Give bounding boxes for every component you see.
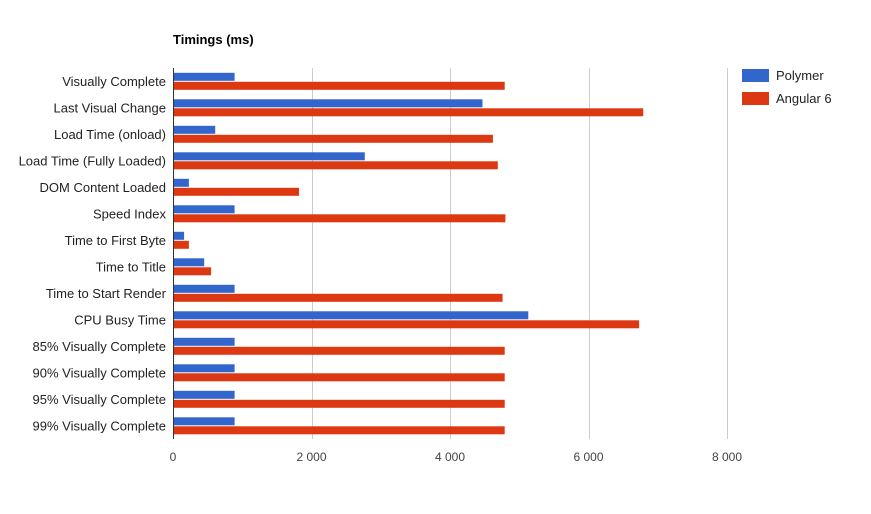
x-tick-label: 4 000 (435, 450, 465, 464)
bar-polymer (173, 152, 365, 161)
category-label: Visually Complete (62, 74, 166, 89)
legend-swatch (742, 92, 769, 105)
category-label: Load Time (onload) (54, 127, 166, 142)
category-label: 85% Visually Complete (33, 339, 166, 354)
bar-polymer (173, 125, 216, 134)
bar-angular-6 (173, 134, 493, 143)
bar-polymer (173, 311, 529, 320)
bar-polymer (173, 178, 189, 187)
legend-label: Angular 6 (776, 91, 832, 106)
bar-angular-6 (173, 426, 505, 435)
bar-angular-6 (173, 108, 644, 117)
x-tick-label: 6 000 (573, 450, 603, 464)
legend: Polymer Angular 6 (742, 68, 832, 106)
chart-title: Timings (ms) (173, 32, 254, 47)
category-label: 90% Visually Complete (33, 365, 166, 380)
bar-polymer (173, 99, 483, 108)
category-label: 95% Visually Complete (33, 392, 166, 407)
bar-angular-6 (173, 373, 505, 382)
category-label: CPU Busy Time (74, 312, 166, 327)
bar-angular-6 (173, 267, 212, 276)
bar-angular-6 (173, 240, 189, 249)
x-tick-label: 8 000 (712, 450, 742, 464)
tick-labels: 0 2 000 4 000 6 000 8 000 (170, 450, 743, 464)
category-label: DOM Content Loaded (40, 180, 166, 195)
bar-polymer (173, 417, 235, 426)
category-label: Speed Index (93, 206, 167, 221)
category-label: 99% Visually Complete (33, 418, 166, 433)
bar-angular-6 (173, 214, 506, 223)
category-labels: Visually Complete Last Visual Change Load … (19, 74, 167, 433)
bar-polymer (173, 205, 235, 214)
x-tick-label: 0 (170, 450, 177, 464)
bar-angular-6 (173, 187, 299, 196)
category-label: Time to First Byte (65, 233, 166, 248)
category-label: Load Time (Fully Loaded) (19, 153, 166, 168)
legend-swatch (742, 69, 769, 82)
bar-angular-6 (173, 346, 505, 355)
bar-polymer (173, 337, 235, 346)
bars (173, 72, 644, 435)
bar-angular-6 (173, 399, 505, 408)
bar-polymer (173, 258, 205, 267)
bar-polymer (173, 72, 235, 81)
bar-angular-6 (173, 161, 498, 170)
category-label: Time to Start Render (46, 286, 167, 301)
bar-polymer (173, 231, 185, 240)
bar-angular-6 (173, 81, 505, 90)
gridlines (312, 68, 728, 439)
bar-angular-6 (173, 293, 503, 302)
legend-label: Polymer (776, 68, 824, 83)
category-label: Time to Title (96, 259, 166, 274)
bar-polymer (173, 284, 235, 293)
x-tick-label: 2 000 (296, 450, 326, 464)
bar-polymer (173, 364, 235, 373)
category-label: Last Visual Change (53, 100, 166, 115)
bar-polymer (173, 390, 235, 399)
bar-angular-6 (173, 320, 640, 329)
